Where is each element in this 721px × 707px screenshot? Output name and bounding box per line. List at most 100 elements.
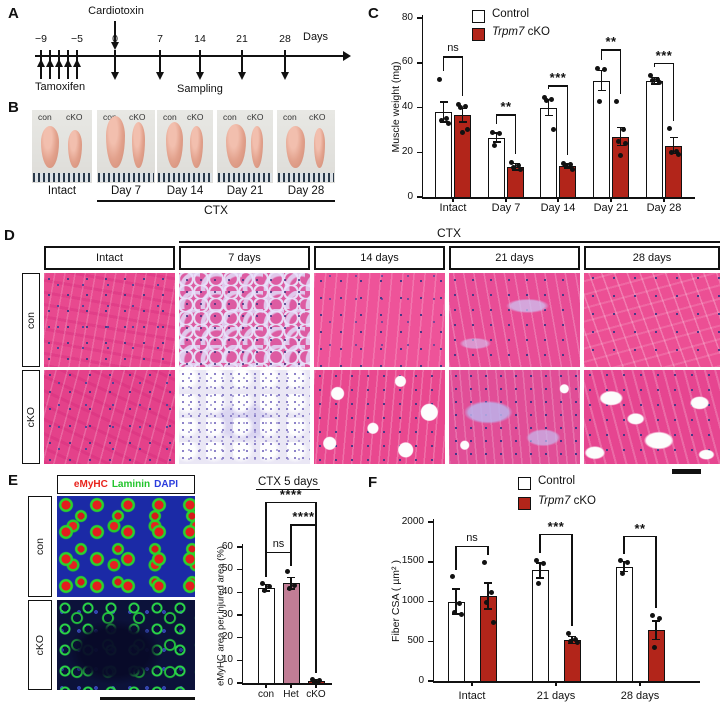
muscle-specimen-cko [314,128,325,168]
error-bar-cap [492,132,501,134]
cko-suffix: cKO [524,26,550,38]
data-point [621,127,626,133]
y-axis-label: Muscle weight (mg) [390,61,402,153]
y-tick-mark [427,600,434,603]
row-label-box-e-con: con [28,496,52,597]
sig-bracket [442,56,445,72]
data-point [490,619,496,625]
data-point [284,569,290,575]
bar [646,80,663,197]
data-point [595,65,600,71]
data-point [463,103,468,109]
photo-ruler [218,173,272,182]
x-axis [432,681,700,683]
y-tick-label: 20 [221,631,233,643]
error-bar-cap [568,642,576,645]
photo-ruler [278,173,334,182]
photo-ruler [33,173,91,182]
data-point [618,153,623,159]
y-tick-label: 1000 [401,595,424,606]
muscle-specimen-cko [190,126,203,168]
y-tick-label: 60 [221,540,233,552]
timeline-tick-label: 28 [279,33,291,45]
error-bar-cap [484,608,492,610]
data-point [488,590,494,596]
error-bar [455,588,457,615]
y-tick-label: 50 [221,563,233,575]
timeline-axis [35,55,344,57]
y-tick-mark [236,636,243,639]
data-point [465,127,470,133]
tamoxifen-arrowhead [45,59,54,67]
y-tick-mark [236,546,243,548]
cardiotoxin-arrowhead [110,42,119,50]
x-tick-mark [505,197,507,202]
sig-label: ** [500,99,512,115]
data-point [458,611,464,617]
x-tick-mark [471,681,473,686]
error-bar-cap [439,101,448,103]
x-tick-label: Day 7 [491,202,521,214]
data-point [261,587,267,593]
data-point [617,558,623,564]
error-bar-cap [669,136,678,139]
panel-d-label: D [4,227,15,244]
photo-con-label: con [283,112,297,122]
panel-f-label: F [368,474,378,491]
histology-cko-1 [179,370,310,464]
error-bar [495,133,498,143]
sig-bracket [547,85,550,90]
data-point [570,166,575,172]
y-tick-mark [416,17,423,19]
error-bar-cap [484,582,492,584]
error-bar-cap [597,89,606,92]
photo-cko-label: cKO [129,112,146,122]
panel-a-label: A [8,5,19,22]
ctx-label-b: CTX [204,203,228,217]
error-bar [623,561,625,572]
sig-bracket [623,535,657,537]
sig-label: *** [549,70,567,86]
stain-emyhc-label: eMyHC [73,479,108,490]
data-point [535,580,541,586]
photo-cko-label: cKO [187,112,204,122]
data-point [563,163,568,169]
data-point [656,616,662,622]
bar [593,80,610,197]
y-tick-label: 80 [401,11,413,23]
photo-cko-label: cKO [247,112,264,122]
y-tick-mark [236,659,243,662]
data-point [458,105,463,110]
timeline-tick-label: −5 [71,33,83,45]
x-tick-label: Day 14 [540,202,576,214]
d-column-header: 14 days [314,246,445,270]
x-tick-label: cKO [306,689,326,700]
y-tick-mark [427,680,434,682]
stain-laminin-label: Laminin [111,479,151,490]
error-bar-cap [650,83,659,85]
sig-label: ** [634,520,646,536]
d-column-header: 7 days [179,246,310,270]
sampling-arrow-line [241,60,243,73]
error-bar-cap [511,169,520,171]
photo-con-label: con [38,112,52,122]
sig-bracket [653,62,656,67]
data-point [549,97,554,103]
error-bar [600,70,603,91]
timeline-tick [76,50,78,61]
data-point [648,72,653,78]
x-tick-mark [555,681,557,686]
data-point [483,599,489,605]
d-row-label: cKO [25,406,37,428]
error-bar-cap [616,126,625,129]
x-axis [241,683,332,685]
data-point [597,99,602,105]
data-point [649,612,655,618]
histology-cko-2 [314,370,445,464]
d-column-header: Intact [44,246,175,270]
histology-con-2 [314,273,445,367]
cardiotoxin-label: Cardiotoxin [88,5,144,17]
y-axis-label: eMyHC area per injured area (%) [215,546,227,686]
y-tick-label: 60 [401,56,413,68]
error-bar [290,577,292,589]
